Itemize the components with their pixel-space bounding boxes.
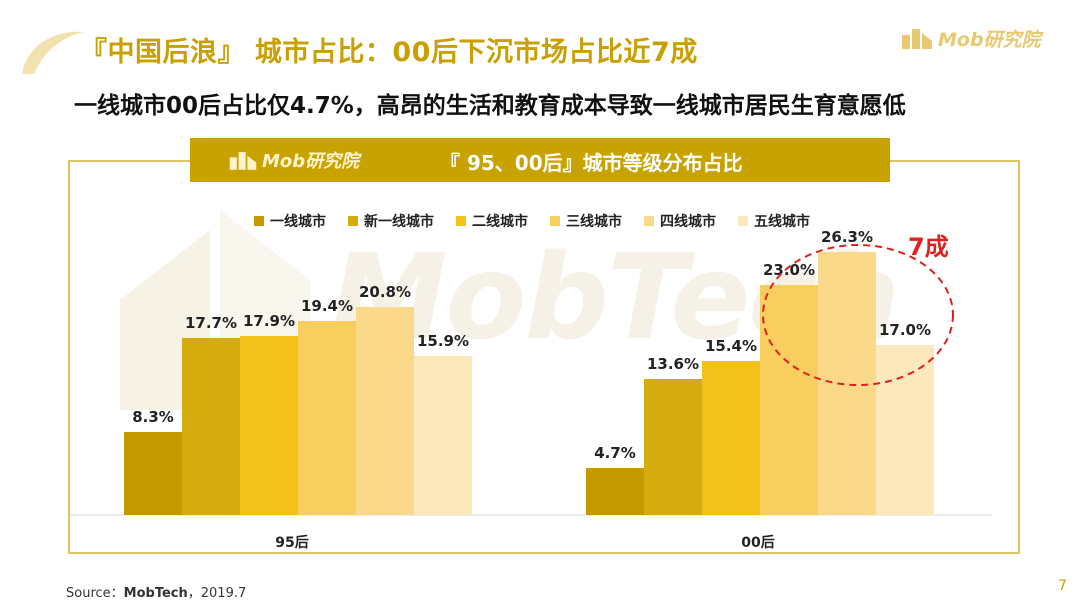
legend-swatch — [644, 216, 654, 226]
data-label: 17.0% — [879, 321, 931, 339]
bar-2-5 — [818, 252, 876, 515]
legend-label: 三线城市 — [566, 214, 622, 230]
annotation-label: 7成 — [908, 233, 949, 261]
bar-1-1 — [124, 432, 182, 515]
legend-swatch — [550, 216, 560, 226]
bar-2-6 — [876, 345, 934, 515]
data-label: 13.6% — [647, 355, 699, 373]
data-label: 20.8% — [359, 283, 411, 301]
legend-item: 四线城市 — [644, 211, 716, 231]
legend-label: 二线城市 — [472, 214, 528, 230]
data-label: 23.0% — [763, 261, 815, 279]
bar-1-3 — [240, 336, 298, 515]
bar-2-3 — [702, 361, 760, 515]
brand-mark-icon — [229, 152, 257, 170]
bar-2-4 — [760, 285, 818, 515]
bar-1-4 — [298, 321, 356, 515]
data-label: 19.4% — [301, 297, 353, 315]
brand-logo-text: Mob研究院 — [262, 151, 360, 172]
x-tick-label: 95后 — [275, 534, 308, 551]
x-tick-label: 00后 — [741, 534, 774, 551]
source-suffix: ，2019.7 — [187, 586, 247, 601]
legend-item: 五线城市 — [738, 211, 810, 231]
chart-legend: 一线城市 新一线城市 二线城市 三线城市 四线城市 五线城市 — [254, 211, 810, 231]
brand-logo-top: Mob研究院 — [900, 22, 1041, 54]
legend-item: 二线城市 — [456, 211, 528, 231]
legend-swatch — [348, 216, 358, 226]
legend-swatch — [738, 216, 748, 226]
chart-banner: Mob研究院 『 95、00后』城市等级分布占比 — [190, 138, 890, 182]
legend-item: 一线城市 — [254, 211, 326, 231]
bar-2-2 — [644, 379, 702, 515]
source-prefix: Source： — [66, 586, 124, 601]
source-note: Source：MobTech，2019.7 — [66, 582, 246, 601]
bar-1-2 — [182, 338, 240, 515]
data-label: 8.3% — [132, 408, 174, 426]
data-label: 17.9% — [243, 312, 295, 330]
legend-label: 五线城市 — [754, 214, 810, 230]
data-label: 17.7% — [185, 314, 237, 332]
bar-2-1 — [586, 468, 644, 515]
legend-label: 新一线城市 — [364, 214, 434, 230]
legend-item: 新一线城市 — [348, 211, 434, 231]
data-label: 4.7% — [594, 444, 636, 462]
data-label: 15.9% — [417, 332, 469, 350]
legend-swatch — [456, 216, 466, 226]
legend-swatch — [254, 216, 264, 226]
data-label: 26.3% — [821, 228, 873, 246]
page-number: 7 — [1058, 578, 1067, 594]
bar-1-5 — [356, 307, 414, 515]
bar-1-6 — [414, 356, 472, 515]
data-label: 15.4% — [705, 337, 757, 355]
legend-item: 三线城市 — [550, 211, 622, 231]
decorative-swoosh — [22, 31, 84, 74]
source-name: MobTech — [123, 586, 188, 601]
chart-title: 『 95、00后』城市等级分布占比 — [440, 151, 743, 175]
legend-label: 四线城市 — [660, 214, 716, 230]
highlight-ellipse — [762, 244, 954, 386]
brand-logo-text: Mob研究院 — [938, 28, 1041, 51]
legend-label: 一线城市 — [270, 214, 326, 230]
page-subtitle: 一线城市00后占比仅4.7%，高昂的生活和教育成本导致一线城市居民生育意愿低 — [74, 93, 906, 119]
brand-mark-icon — [902, 29, 932, 49]
brand-logo-banner: Mob研究院 — [228, 147, 359, 173]
page-title: 『中国后浪』 城市占比：00后下沉市场占比近7成 — [80, 37, 698, 68]
